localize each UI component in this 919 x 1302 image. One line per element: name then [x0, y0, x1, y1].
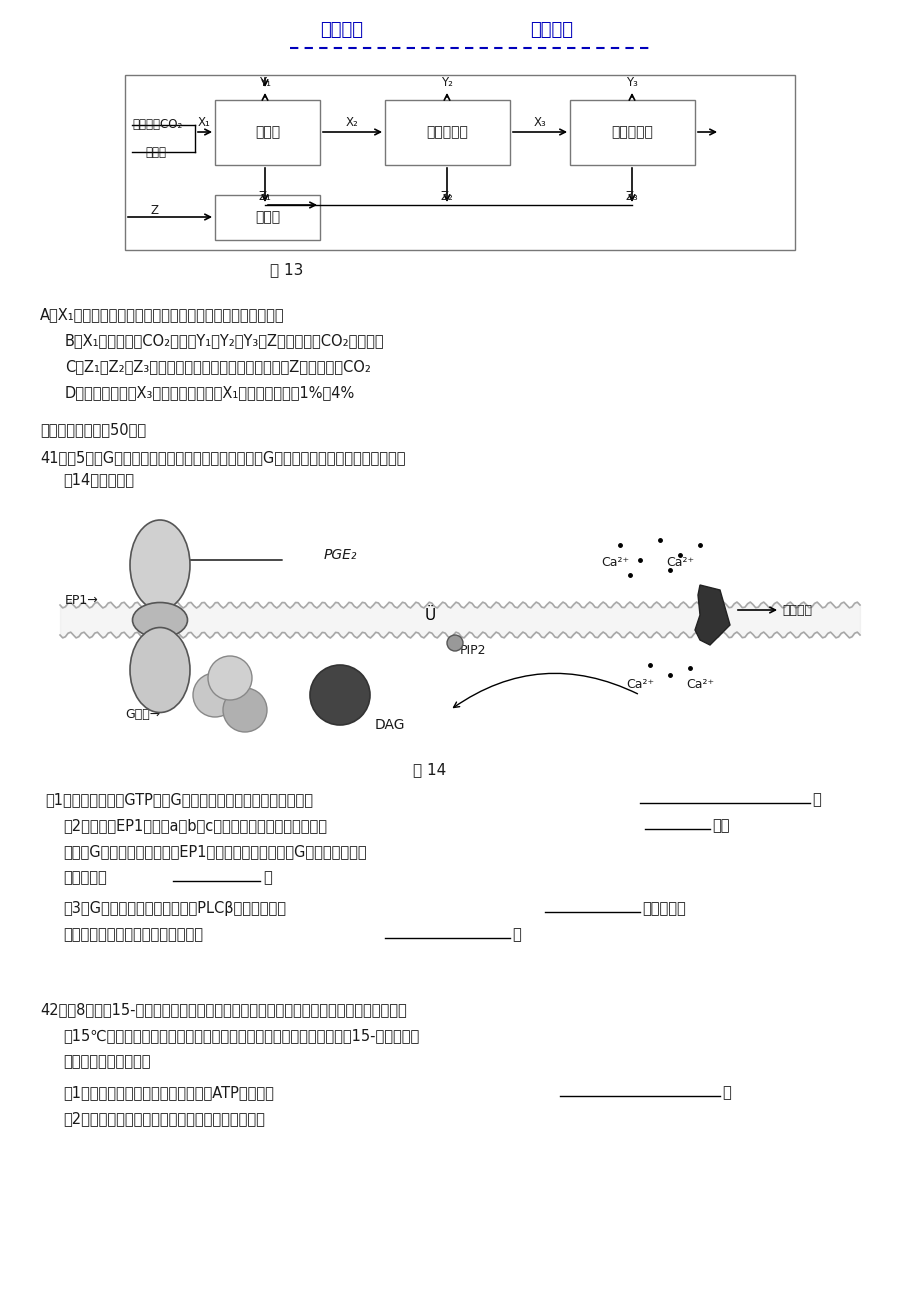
Text: 为15℃的密闭容器中，研究光照强度与光合作用速率的关系，结果如图15-乙所示。据: 为15℃的密闭容器中，研究光照强度与光合作用速率的关系，结果如图15-乙所示。据	[62, 1029, 419, 1043]
Text: 生产者: 生产者	[255, 125, 279, 139]
Circle shape	[222, 687, 267, 732]
FancyBboxPatch shape	[215, 195, 320, 240]
Text: 分解者: 分解者	[255, 211, 279, 224]
Text: Z₁: Z₁	[258, 190, 271, 203]
Circle shape	[447, 635, 462, 651]
Text: 41．（5分）G蛋白是鸟苷酸结合蛋白。激活状态下的G蛋白可以激发多种后续反应。分析: 41．（5分）G蛋白是鸟苷酸结合蛋白。激活状态下的G蛋白可以激发多种后续反应。分…	[40, 450, 405, 466]
Text: 太阳能: 太阳能	[145, 146, 165, 159]
Text: Z: Z	[151, 203, 159, 216]
FancyBboxPatch shape	[125, 76, 794, 250]
Text: 膜外配体是: 膜外配体是	[62, 871, 107, 885]
Text: 。: 。	[721, 1086, 730, 1100]
Text: 图14回答问题：: 图14回答问题：	[62, 473, 134, 487]
Text: EP1→: EP1→	[65, 594, 98, 607]
Text: 二、非选择题（共50分）: 二、非选择题（共50分）	[40, 423, 146, 437]
Text: C．Z₁、Z₂和Z₃过程提供的有机物中的碳全部转变为Z过程释放的CO₂: C．Z₁、Z₂和Z₃过程提供的有机物中的碳全部转变为Z过程释放的CO₂	[65, 359, 370, 375]
Text: Z₂: Z₂	[440, 190, 453, 203]
Text: （2）图甲中保卫细胞围成气孔部分的细胞壁较厚，: （2）图甲中保卫细胞围成气孔部分的细胞壁较厚，	[62, 1112, 265, 1126]
Text: 大气中的CO₂: 大气中的CO₂	[131, 118, 182, 132]
Text: PGE₂: PGE₂	[323, 548, 357, 562]
Text: （1）在黑暗条件下，保卫细胞中合成ATP的场所是: （1）在黑暗条件下，保卫细胞中合成ATP的场所是	[62, 1086, 274, 1100]
Text: 42．（8分）图15-甲为某种绿色植物叶片的气孔结构示意图。研究人员将该叶片放在温度: 42．（8分）图15-甲为某种绿色植物叶片的气孔结构示意图。研究人员将该叶片放在…	[40, 1003, 406, 1017]
Circle shape	[193, 673, 237, 717]
Text: G蛋白→: G蛋白→	[125, 708, 160, 721]
Text: B．X₁过程吸收的CO₂总量与Y₁、Y₂、Y₃及Z过程释放的CO₂总量相等: B．X₁过程吸收的CO₂总量与Y₁、Y₂、Y₃及Z过程释放的CO₂总量相等	[65, 333, 384, 349]
Text: 图分析回答有关问题：: 图分析回答有关问题：	[62, 1055, 151, 1069]
FancyBboxPatch shape	[384, 100, 509, 165]
Text: Ca²⁺: Ca²⁺	[686, 678, 713, 691]
Text: （3）G蛋白被激活后可以再激活PLCβ酶，进而促使: （3）G蛋白被激活后可以再激活PLCβ酶，进而促使	[62, 901, 286, 917]
Text: Y₁: Y₁	[259, 77, 271, 90]
Text: 欢迎下载: 欢迎下载	[529, 21, 573, 39]
Text: 。: 。	[512, 927, 520, 943]
Circle shape	[310, 665, 369, 725]
Text: （1）鸟苷三磷酸（GTP）为G蛋白的结合物之一，其结构简式为: （1）鸟苷三磷酸（GTP）为G蛋白的结合物之一，其结构简式为	[45, 793, 312, 807]
Ellipse shape	[132, 603, 187, 638]
Text: 图 13: 图 13	[269, 263, 303, 277]
Text: X₃: X₃	[533, 116, 546, 129]
Text: 图 14: 图 14	[413, 763, 446, 777]
Text: （2）膜蛋白EP1可分为a、b、c三部分，其中疏水部位主要是: （2）膜蛋白EP1可分为a、b、c三部分，其中疏水部位主要是	[62, 819, 326, 833]
Text: 进入细胞，: 进入细胞，	[641, 901, 685, 917]
Circle shape	[208, 656, 252, 700]
Text: Ca²⁺: Ca²⁺	[600, 556, 629, 569]
Text: 分析可知该物质进入细胞膜的方式为: 分析可知该物质进入细胞膜的方式为	[62, 927, 203, 943]
Text: Ü: Ü	[424, 608, 436, 622]
Ellipse shape	[130, 519, 190, 611]
Text: X₁: X₁	[198, 116, 210, 129]
Text: 。该: 。该	[711, 819, 729, 833]
Text: 次级消费者: 次级消费者	[611, 125, 652, 139]
Text: Ca²⁺: Ca²⁺	[625, 678, 653, 691]
Text: Ca²⁺: Ca²⁺	[665, 556, 693, 569]
Text: c: c	[156, 663, 164, 677]
Text: 蛋白与G蛋白为偶联受体，即EP1接受膜外配体刺激后，G蛋白可被激活，: 蛋白与G蛋白为偶联受体，即EP1接受膜外配体刺激后，G蛋白可被激活，	[62, 845, 367, 859]
Text: A．X₁过程需要通过绿色植物、蓝藻和化能自养细菌共同完成: A．X₁过程需要通过绿色植物、蓝藻和化能自养细菌共同完成	[40, 307, 284, 323]
Text: PLCβ: PLCβ	[324, 689, 356, 702]
FancyBboxPatch shape	[215, 100, 320, 165]
Text: 离子通道: 离子通道	[781, 604, 811, 617]
Text: a: a	[155, 559, 165, 572]
Ellipse shape	[130, 628, 190, 712]
Text: Y₂: Y₂	[440, 77, 452, 90]
Text: 。: 。	[263, 871, 271, 885]
Text: 。: 。	[811, 793, 820, 807]
Text: b: b	[155, 613, 165, 628]
Text: PIP2: PIP2	[460, 643, 486, 656]
Text: 初级消费者: 初级消费者	[426, 125, 468, 139]
Text: 学习必备: 学习必备	[320, 21, 363, 39]
Text: X₂: X₂	[346, 116, 358, 129]
Text: DAG: DAG	[374, 717, 404, 732]
Text: Y₃: Y₃	[626, 77, 637, 90]
Polygon shape	[694, 585, 729, 644]
Text: Z₃: Z₃	[625, 190, 638, 203]
Text: D．该生态系统中X₃过程的能量值约为X₁过程的能量值的1%～4%: D．该生态系统中X₃过程的能量值约为X₁过程的能量值的1%～4%	[65, 385, 355, 401]
FancyBboxPatch shape	[570, 100, 694, 165]
